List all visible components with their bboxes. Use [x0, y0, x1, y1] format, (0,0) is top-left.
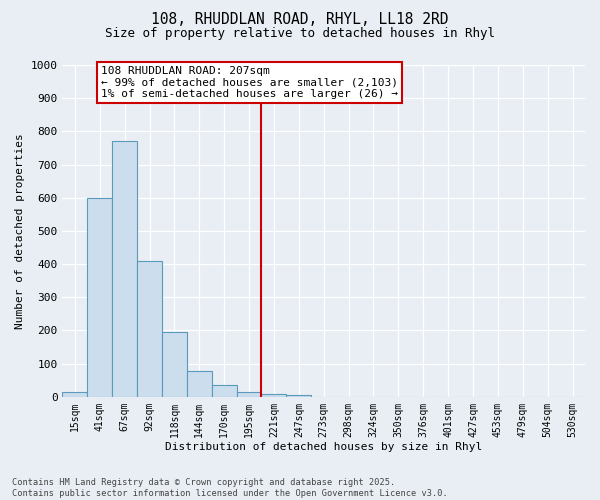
X-axis label: Distribution of detached houses by size in Rhyl: Distribution of detached houses by size …	[165, 442, 482, 452]
Y-axis label: Number of detached properties: Number of detached properties	[15, 133, 25, 329]
Bar	[62, 392, 88, 397]
Bar	[187, 371, 212, 397]
Text: Size of property relative to detached houses in Rhyl: Size of property relative to detached ho…	[105, 28, 495, 40]
Text: 108 RHUDDLAN ROAD: 207sqm
← 99% of detached houses are smaller (2,103)
1% of sem: 108 RHUDDLAN ROAD: 207sqm ← 99% of detac…	[101, 66, 398, 99]
Bar	[162, 332, 187, 397]
Bar	[236, 392, 262, 397]
Bar	[212, 384, 236, 397]
Text: Contains HM Land Registry data © Crown copyright and database right 2025.
Contai: Contains HM Land Registry data © Crown c…	[12, 478, 448, 498]
Bar	[137, 261, 162, 397]
Bar	[262, 394, 286, 397]
Bar	[286, 395, 311, 397]
Bar	[112, 142, 137, 397]
Text: 108, RHUDDLAN ROAD, RHYL, LL18 2RD: 108, RHUDDLAN ROAD, RHYL, LL18 2RD	[151, 12, 449, 28]
Bar	[88, 198, 112, 397]
